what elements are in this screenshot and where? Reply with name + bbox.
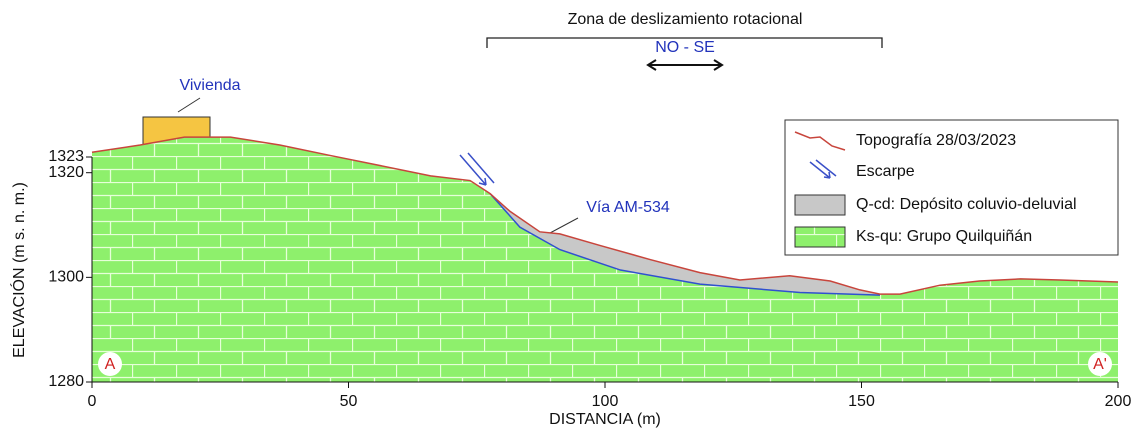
annotation: Vivienda	[179, 77, 240, 94]
y-axis-label: ELEVACIÓN (m s. n. m.)	[9, 182, 28, 358]
y-tick-label: 1300	[48, 269, 84, 286]
x-tick-label: 100	[592, 393, 619, 410]
legend-label: Escarpe	[856, 163, 915, 180]
legend-swatch	[795, 195, 845, 215]
legend-label: Topografía 28/03/2023	[856, 132, 1016, 149]
section-end-label: A'	[1093, 356, 1107, 373]
x-tick-label: 200	[1105, 393, 1132, 410]
annotation-leader	[550, 218, 578, 233]
direction-label: NO - SE	[655, 39, 715, 56]
y-tick-label: 1280	[48, 373, 84, 390]
annotation: Vía AM-534	[586, 199, 670, 216]
x-tick-label: 150	[848, 393, 875, 410]
x-axis-label: DISTANCIA (m)	[549, 411, 661, 428]
x-tick-label: 50	[340, 393, 358, 410]
section-end-label: A	[105, 356, 116, 373]
page: {"chart_data": { "type": "area", "title"…	[0, 0, 1134, 430]
y-tick-label: 1323	[48, 148, 84, 165]
legend-swatch	[795, 227, 845, 247]
x-tick-label: 0	[88, 393, 97, 410]
y-tick-label: 1320	[48, 164, 84, 181]
chart-title: Zona de deslizamiento rotacional	[568, 11, 803, 28]
legend-label: Ks-qu: Grupo Quilquiñán	[856, 228, 1032, 245]
legend-label: Q-cd: Depósito coluvio-deluvial	[856, 196, 1077, 213]
annotation-leader	[178, 98, 200, 112]
chart: Zona de deslizamiento rotacional NO - SE…	[0, 0, 1134, 430]
direction-arrow	[648, 60, 722, 70]
